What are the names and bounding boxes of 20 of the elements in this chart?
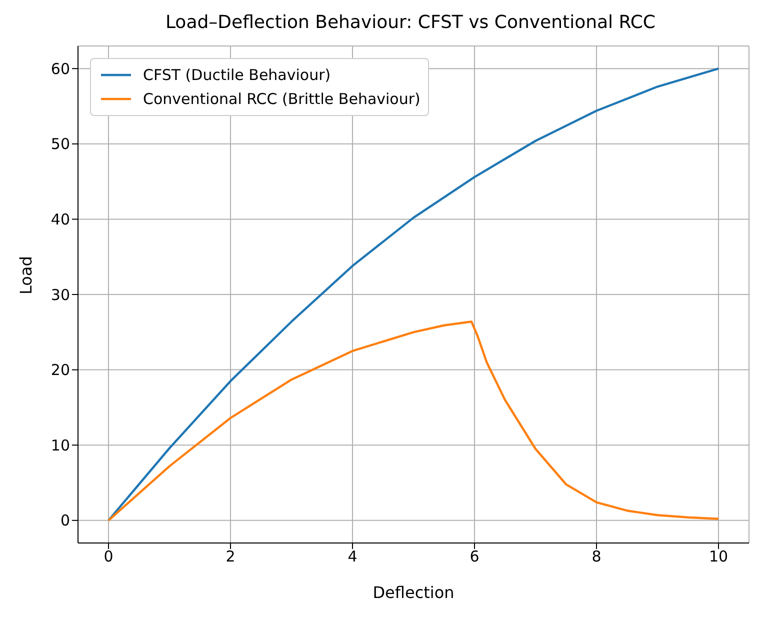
x-tick-label: 0 bbox=[104, 548, 114, 566]
x-axis-title: Deflection bbox=[372, 583, 454, 602]
x-tick-label: 6 bbox=[470, 548, 480, 566]
x-tick-label: 4 bbox=[348, 548, 358, 566]
y-axis-title: Load bbox=[16, 256, 36, 294]
chart-title: Load–Deflection Behaviour: CFST vs Conventional RCC bbox=[164, 11, 657, 35]
legend-label: CFST (Ductile Behaviour) bbox=[143, 66, 331, 84]
line-series bbox=[107, 320, 720, 522]
y-tick-label: 10 bbox=[50, 436, 70, 454]
y-tick-label: 50 bbox=[50, 135, 70, 154]
x-tick-label: 8 bbox=[592, 548, 602, 566]
y-tick-label: 0 bbox=[60, 512, 70, 530]
y-tick-label: 20 bbox=[50, 361, 70, 380]
y-tick-label: 30 bbox=[50, 286, 70, 304]
x-tick-label: 10 bbox=[708, 548, 728, 566]
y-tick-label: 60 bbox=[50, 60, 70, 78]
line-series bbox=[107, 67, 720, 522]
y-tick-label: 40 bbox=[50, 210, 70, 229]
x-tick-label: 2 bbox=[226, 548, 236, 566]
legend-label: Conventional RCC (Brittle Behaviour) bbox=[143, 90, 420, 108]
